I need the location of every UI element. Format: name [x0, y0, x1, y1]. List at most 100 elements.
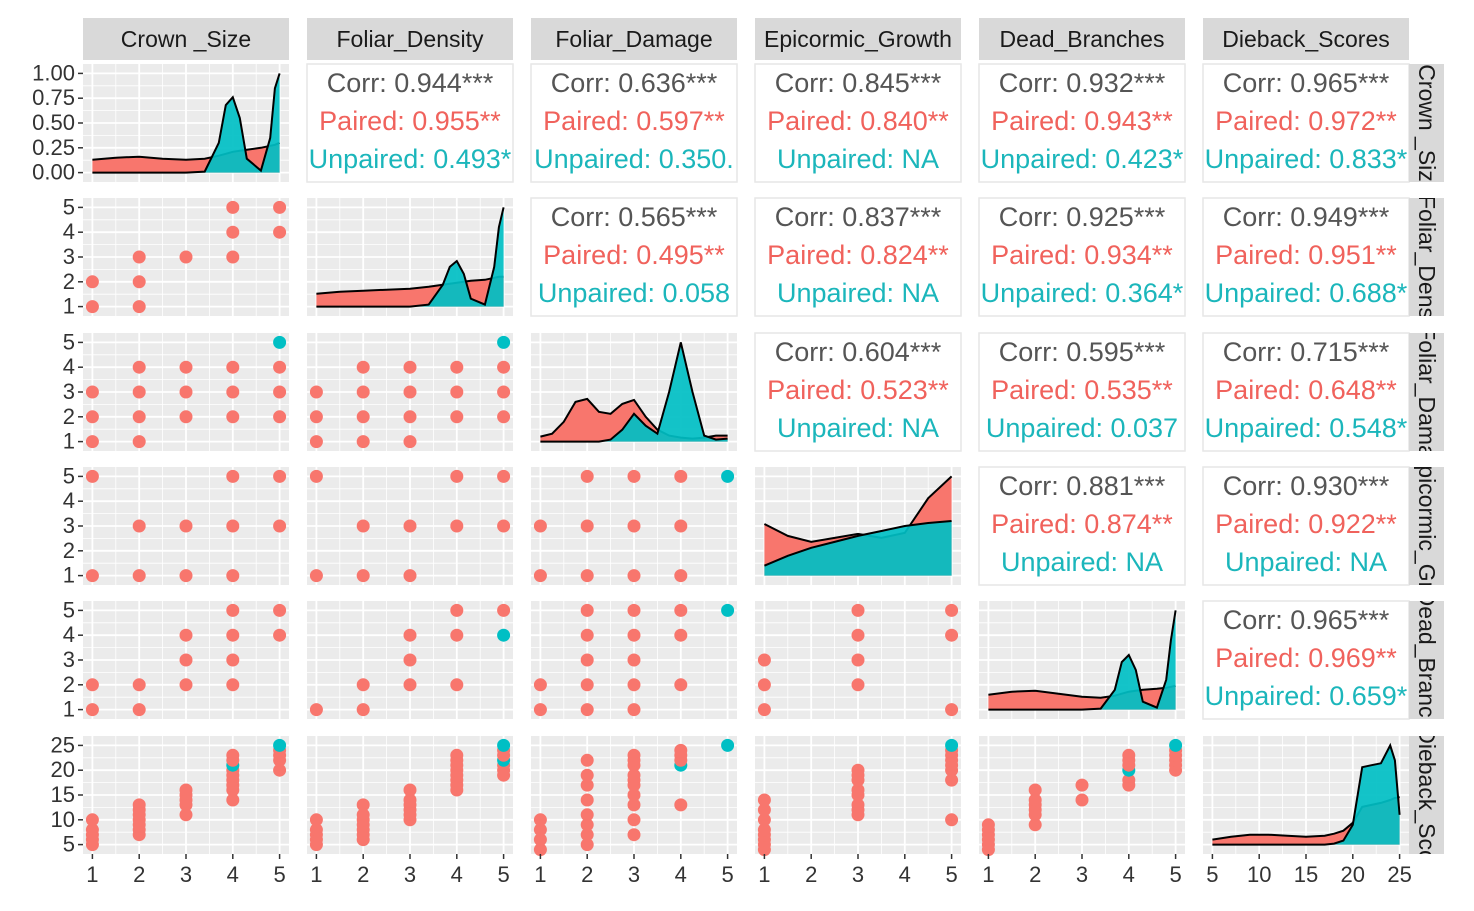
point-unpaired	[1169, 738, 1183, 752]
unpaired-corr-text: Unpaired: 0.364*	[981, 278, 1184, 308]
corr-text: Corr: 0.845***	[775, 68, 942, 98]
point-paired	[273, 469, 287, 483]
point-paired	[627, 653, 641, 667]
grid	[83, 198, 289, 316]
corr-text: Corr: 0.636***	[551, 68, 718, 98]
y-tick-label: 0.75	[32, 85, 75, 110]
row-strip-dieback-sco: Dieback_Sco	[1409, 736, 1444, 854]
x-tick-label: 4	[675, 862, 687, 887]
corr-panel-bg	[1202, 197, 1410, 317]
point-paired	[226, 748, 240, 762]
point-paired	[945, 603, 959, 617]
y-tick-label: 4	[63, 488, 75, 513]
corr-panel-bg	[978, 332, 1186, 452]
row-strip-label: Foliar_Dens	[1414, 195, 1440, 319]
point-paired	[450, 748, 464, 762]
x-tick-label: 1	[86, 862, 98, 887]
point-paired	[356, 703, 370, 717]
y-tick-label: 0.00	[32, 160, 75, 185]
point-paired	[757, 813, 771, 827]
paired-corr-text: Paired: 0.934**	[991, 240, 1173, 270]
point-paired	[945, 773, 959, 787]
point-paired	[533, 569, 547, 583]
point-paired	[179, 250, 193, 264]
point-paired	[226, 793, 240, 807]
point-paired	[533, 519, 547, 533]
point-paired	[1122, 773, 1136, 787]
unpaired-corr-text: Unpaired: NA	[777, 144, 939, 174]
point-paired	[674, 569, 688, 583]
row-strip-label: Foliar_Dama	[1414, 326, 1440, 458]
axes-layer: 0.000.250.500.751.0012345123451234512345…	[32, 60, 1412, 887]
point-paired	[497, 469, 511, 483]
row-strip-epicormic-gro: Epicormic_Gro	[1409, 467, 1444, 585]
corr-panel-bg	[978, 197, 1186, 317]
point-paired	[226, 628, 240, 642]
corr-text: Corr: 0.837***	[775, 202, 942, 232]
point-paired	[497, 603, 511, 617]
point-paired	[403, 519, 417, 533]
x-tick-label: 5	[497, 862, 509, 887]
point-paired	[356, 360, 370, 374]
point-paired	[226, 360, 240, 374]
column-strip-epicormic-growth: Epicormic_Growth	[755, 18, 961, 60]
corr-text: Corr: 0.944***	[327, 68, 494, 98]
point-paired	[450, 385, 464, 399]
point-paired	[85, 435, 99, 449]
y-tick-label: 1	[63, 697, 75, 722]
point-paired	[179, 808, 193, 822]
point-paired	[1075, 793, 1089, 807]
corr-panel-bg	[1202, 466, 1410, 586]
point-paired	[1028, 783, 1042, 797]
point-unpaired	[721, 469, 735, 483]
point-paired	[627, 603, 641, 617]
point-paired	[179, 653, 193, 667]
point-paired	[273, 360, 287, 374]
point-paired	[179, 385, 193, 399]
point-unpaired	[721, 603, 735, 617]
density-line-paired	[763, 475, 953, 543]
point-paired	[132, 300, 146, 314]
unpaired-corr-text: Unpaired: NA	[777, 413, 939, 443]
point-paired	[226, 653, 240, 667]
y-tick-label: 2	[63, 672, 75, 697]
density-unpaired	[988, 610, 1176, 710]
point-paired	[580, 753, 594, 767]
y-tick-label: 1	[63, 294, 75, 319]
x-tick-label: 15	[1294, 862, 1318, 887]
density-line-unpaired	[1212, 742, 1401, 846]
panel-r5-c0	[83, 736, 289, 854]
panel-r4-c5: Corr: 0.965*** Paired: 0.969** Unpaired: 0…	[1202, 600, 1410, 720]
y-tick-label: 5	[63, 832, 75, 857]
x-tick-label: 4	[227, 862, 239, 887]
unpaired-corr-text: Unpaired: 0.058	[538, 278, 730, 308]
y-axis: 0.000.250.500.751.0012345123451234512345…	[32, 60, 83, 857]
point-paired	[580, 519, 594, 533]
point-paired	[356, 410, 370, 424]
point-paired	[757, 793, 771, 807]
paired-corr-text: Paired: 0.955**	[319, 106, 501, 136]
panel-r4-c2	[531, 601, 737, 719]
corr-panel-bg	[1202, 332, 1410, 452]
density-line-unpaired	[540, 342, 728, 443]
point-paired	[627, 768, 641, 782]
unpaired-corr-text: Unpaired: 0.423*	[981, 144, 1184, 174]
point-paired	[273, 225, 287, 239]
corr-text: Corr: 0.930***	[1223, 471, 1390, 501]
row-strip-label: Crown _Siz	[1414, 64, 1440, 182]
point-paired	[450, 678, 464, 692]
x-tick-label: 2	[1029, 862, 1041, 887]
point-paired	[580, 793, 594, 807]
y-tick-label: 2	[63, 538, 75, 563]
point-paired	[580, 678, 594, 692]
y-tick-label: 3	[63, 244, 75, 269]
paired-corr-text: Paired: 0.648**	[1215, 375, 1397, 405]
x-tick-label: 3	[628, 862, 640, 887]
x-axis: 1 2 3 4 5 1 2 3 4 5 1 2 3 4 5 1 2 3 4 5 1 2 3 4 5 5 10 15 20 25	[86, 854, 1412, 887]
point-paired	[580, 838, 594, 852]
point-paired	[85, 823, 99, 837]
panel-r3-c2	[531, 467, 737, 585]
point-paired	[85, 469, 99, 483]
density-unpaired	[1212, 745, 1400, 845]
point-paired	[580, 818, 594, 832]
